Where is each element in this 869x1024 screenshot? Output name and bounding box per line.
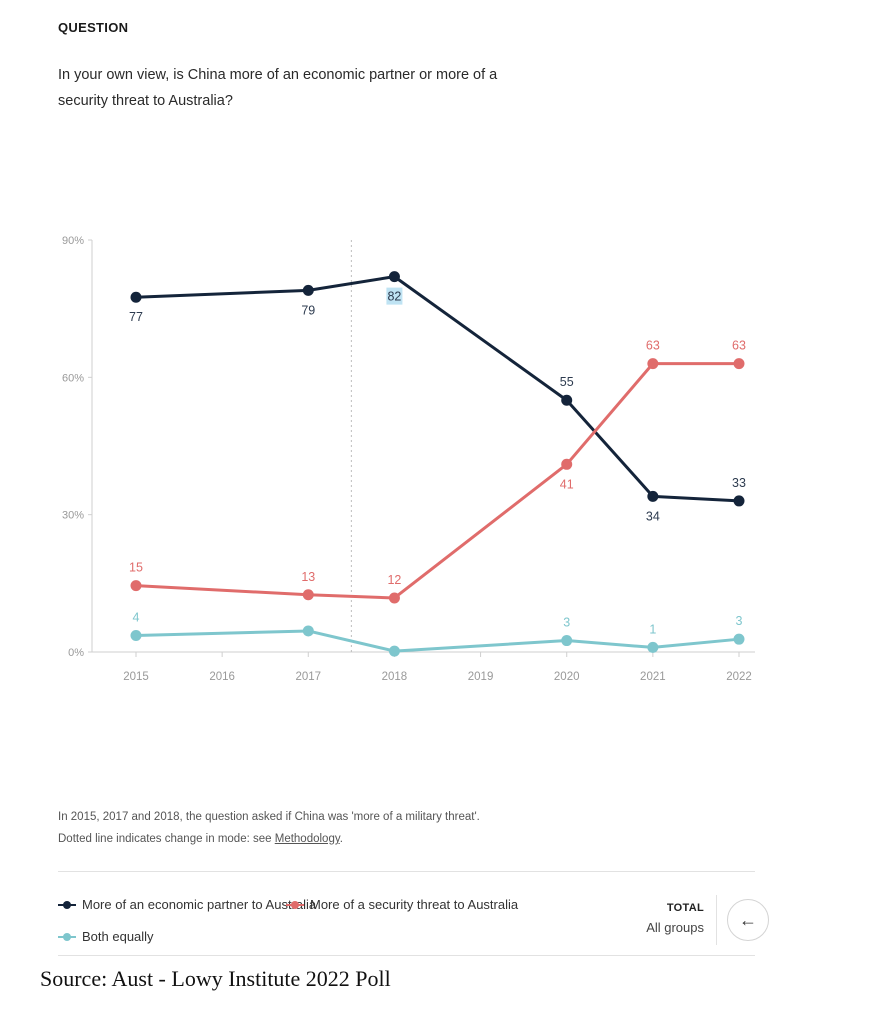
data-point-security (130, 580, 142, 592)
x-tick-label: 2017 (295, 671, 321, 683)
x-tick-label: 2021 (640, 671, 666, 683)
data-point-security (561, 458, 573, 470)
y-tick-label: 30% (62, 510, 84, 522)
arrow-left-icon: ← (739, 909, 757, 930)
data-point-both (647, 641, 659, 653)
data-label-economic: 77 (129, 310, 143, 324)
legend-both-label: Both equally (82, 929, 154, 944)
total-label: TOTAL (666, 902, 704, 914)
data-label-economic: 55 (560, 375, 574, 389)
x-tick-label: 2015 (123, 671, 149, 683)
legend-security-label: More of a security threat to Australia (310, 897, 519, 912)
back-button[interactable]: ← (727, 899, 769, 941)
data-point-economic (130, 291, 142, 303)
data-label-both: 4 (133, 611, 140, 625)
y-tick-label: 60% (62, 372, 84, 384)
footnote-line-1: In 2015, 2017 and 2018, the question ask… (58, 811, 480, 823)
data-point-both (130, 630, 142, 642)
data-point-security (302, 589, 314, 601)
data-point-both (561, 635, 573, 647)
series-line-both (135, 629, 740, 653)
data-point-economic (733, 495, 745, 507)
legend-security-marker (286, 900, 304, 909)
data-label-security: 12 (387, 573, 401, 587)
legend-item-economic[interactable]: More of an economic partner to Australia (58, 897, 316, 912)
series-line-economic (135, 275, 740, 503)
x-tick-label: 2019 (468, 671, 494, 683)
data-label-both: 1 (649, 622, 656, 636)
data-label-security: 41 (560, 477, 574, 491)
y-tick-label: 0% (68, 647, 84, 659)
legend-economic-label: More of an economic partner to Australia (82, 897, 317, 912)
legend-divider-top (58, 871, 755, 872)
data-point-both (733, 633, 745, 645)
footnote-suffix: . (339, 833, 343, 845)
total-value: All groups (646, 920, 704, 935)
question-heading: QUESTION (58, 20, 129, 35)
data-label-security: 63 (732, 339, 746, 353)
chart-footnote: In 2015, 2017 and 2018, the question ask… (58, 806, 480, 850)
data-label-economic: 34 (646, 509, 660, 523)
legend-item-security[interactable]: More of a security threat to Australia (286, 897, 518, 912)
x-tick-label: 2020 (554, 671, 580, 683)
data-label-economic: 33 (732, 476, 746, 490)
data-label-security: 15 (129, 561, 143, 575)
data-label-economic: 82 (387, 290, 401, 304)
data-point-security (388, 592, 400, 604)
legend-divider-bottom (58, 955, 755, 956)
legend-both-marker (58, 932, 76, 941)
data-label-highlight (386, 287, 403, 305)
line-chart: 0% 30% 60% 90% 2015 2016 2017 2018 2019 2020 2021 2… (62, 235, 755, 683)
x-tick-label: 2016 (209, 671, 235, 683)
data-point-economic (302, 284, 314, 296)
data-point-security (647, 358, 659, 370)
footnote-line-2: Dotted line indicates change in mode: se… (58, 828, 480, 850)
y-tick-label: 90% (62, 235, 84, 247)
legend-item-both[interactable]: Both equally (58, 929, 154, 944)
x-tick-label: 2022 (726, 671, 752, 683)
source-caption: Source: Aust - Lowy Institute 2022 Poll (40, 966, 391, 991)
data-point-economic (561, 394, 573, 406)
data-label-security: 63 (646, 339, 660, 353)
data-label-security: 13 (301, 570, 315, 584)
data-label-both: 3 (736, 614, 743, 628)
data-label-both: 3 (563, 616, 570, 630)
methodology-link[interactable]: Methodology (274, 833, 340, 845)
data-point-both (388, 645, 400, 657)
footnote-prefix: Dotted line indicates change in mode: se… (58, 833, 275, 845)
data-point-economic (647, 490, 659, 502)
question-text: In your own view, is China more of an ec… (58, 67, 498, 109)
data-point-economic (388, 271, 400, 283)
data-point-security (733, 358, 745, 370)
series-line-security (135, 362, 739, 600)
legend-economic-marker (58, 900, 76, 909)
data-label-economic: 79 (301, 303, 315, 317)
group-filter[interactable]: TOTAL All groups (600, 902, 704, 935)
data-point-both (302, 625, 314, 637)
x-tick-label: 2018 (382, 671, 408, 683)
total-separator (716, 895, 717, 945)
